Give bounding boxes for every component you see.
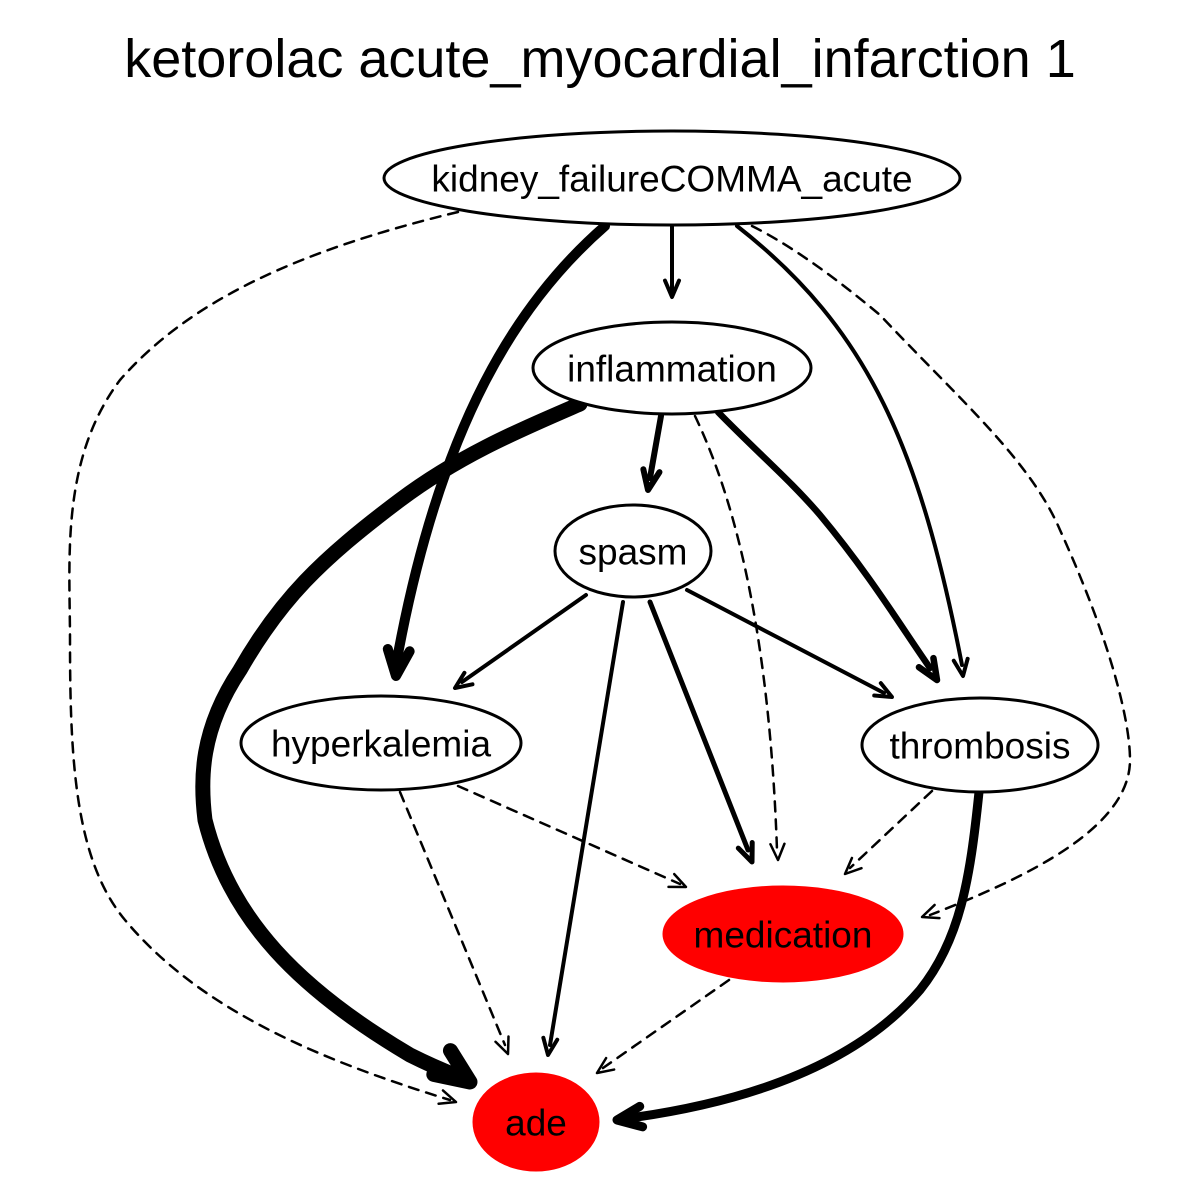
edge-line bbox=[456, 784, 682, 886]
arrowhead bbox=[426, 1043, 478, 1090]
node-ellipse bbox=[239, 694, 523, 792]
node-ellipse bbox=[472, 1072, 600, 1172]
arrowhead bbox=[915, 654, 941, 684]
edges-layer bbox=[68, 210, 1132, 1132]
arrowhead bbox=[667, 872, 688, 889]
node-label: kidney_failureCOMMA_acute bbox=[431, 158, 912, 199]
node-ellipse bbox=[531, 320, 813, 416]
arrowhead bbox=[382, 643, 415, 681]
arrowhead bbox=[920, 903, 941, 920]
edge-inflammation-to-spasm bbox=[640, 413, 664, 493]
edge-line bbox=[460, 593, 588, 684]
edge-spasm-to-ade bbox=[541, 600, 625, 1057]
edge-line bbox=[625, 787, 984, 1123]
edge-spasm-to-hyperkalemia bbox=[453, 593, 588, 690]
edge-line bbox=[647, 599, 751, 853]
node-hyperkalemia: hyperkalemia bbox=[239, 694, 523, 792]
edge-line bbox=[735, 224, 964, 667]
node-spasm: spasm bbox=[553, 503, 713, 599]
node-ade: ade bbox=[472, 1072, 600, 1172]
edge-hyperkalemia-to-medication bbox=[456, 784, 688, 889]
arrowhead bbox=[437, 1089, 458, 1105]
node-label: thrombosis bbox=[890, 725, 1071, 766]
arrowhead bbox=[612, 1101, 648, 1132]
arrowhead bbox=[843, 856, 863, 876]
edge-inflammation-to-thrombosis bbox=[714, 408, 941, 684]
edge-line bbox=[195, 396, 588, 1086]
arrowhead bbox=[951, 656, 970, 678]
node-ellipse bbox=[860, 696, 1100, 794]
edge-line bbox=[693, 414, 779, 852]
edge-line bbox=[601, 978, 731, 1070]
edge-line bbox=[68, 210, 460, 1102]
edge-kidney-to-medication bbox=[750, 224, 1132, 920]
edge-line bbox=[548, 600, 625, 1047]
arrowhead bbox=[595, 1056, 616, 1075]
edge-inflammation-to-ade bbox=[195, 396, 588, 1090]
node-label: medication bbox=[694, 914, 873, 955]
node-ellipse bbox=[662, 885, 904, 983]
edge-line bbox=[647, 413, 664, 481]
edge-kidney-to-inflammation bbox=[663, 224, 681, 299]
arrowhead bbox=[663, 278, 681, 299]
arrowhead bbox=[541, 1035, 560, 1057]
edge-line bbox=[750, 224, 1132, 917]
edge-inflammation-to-medication bbox=[693, 414, 786, 862]
edge-medication-to-ade bbox=[595, 978, 731, 1075]
edge-line bbox=[714, 408, 934, 672]
arrowhead bbox=[453, 670, 475, 690]
node-inflammation: inflammation bbox=[531, 320, 813, 416]
node-medication: medication bbox=[662, 885, 904, 983]
node-label: inflammation bbox=[567, 348, 777, 389]
diagram-title: ketorolac acute_myocardial_infarction 1 bbox=[124, 29, 1076, 89]
node-label: hyperkalemia bbox=[271, 723, 491, 764]
node-label: ade bbox=[505, 1102, 567, 1143]
edge-kidney-to-ade bbox=[68, 210, 460, 1105]
edge-hyperkalemia-to-ade bbox=[398, 790, 510, 1056]
node-ellipse bbox=[382, 129, 962, 227]
edge-spasm-to-medication bbox=[647, 599, 755, 865]
node-kidney: kidney_failureCOMMA_acute bbox=[382, 129, 962, 227]
edge-kidney-to-thrombosis bbox=[735, 224, 970, 678]
edge-line bbox=[391, 221, 610, 670]
edge-spasm-to-thrombosis bbox=[685, 588, 894, 699]
arrowhead bbox=[769, 842, 786, 862]
edge-thrombosis-to-ade bbox=[612, 787, 984, 1132]
node-label: spasm bbox=[579, 531, 688, 572]
edge-kidney-to-hyperkalemia bbox=[382, 221, 610, 681]
edge-line bbox=[848, 789, 934, 870]
edge-line bbox=[398, 790, 507, 1047]
arrowhead bbox=[735, 840, 755, 865]
arrowhead bbox=[640, 466, 663, 493]
arrowhead bbox=[872, 681, 894, 699]
node-ellipse bbox=[553, 503, 713, 599]
nodes-layer: kidney_failureCOMMA_acute inflammation spa… bbox=[239, 129, 1100, 1172]
arrowhead bbox=[494, 1035, 510, 1056]
node-thrombosis: thrombosis bbox=[860, 696, 1100, 794]
edge-thrombosis-to-medication bbox=[843, 789, 934, 876]
edge-line bbox=[685, 588, 886, 695]
